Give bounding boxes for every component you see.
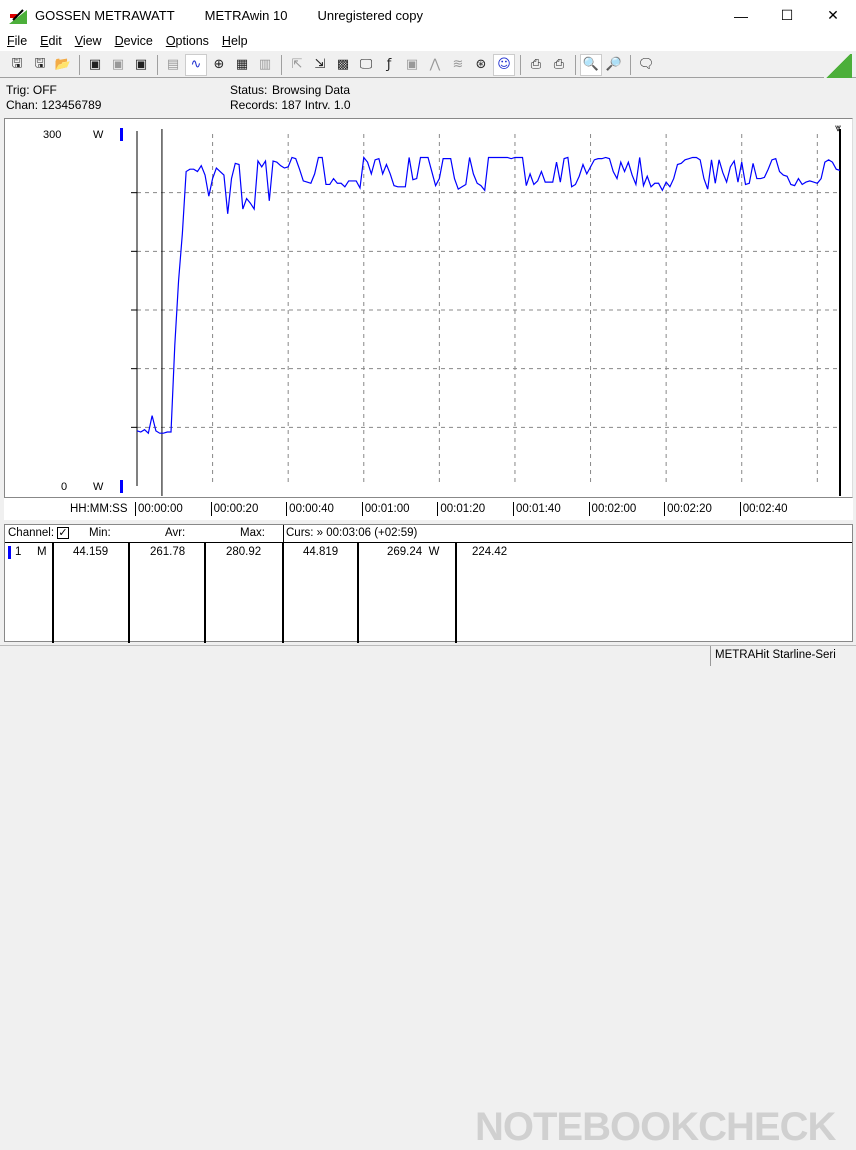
app-logo-icon	[9, 8, 27, 24]
x-tick-label: 00:00:00	[135, 502, 183, 516]
channel-mode: M	[37, 546, 47, 558]
x-tick-label: 00:01:40	[512, 502, 561, 516]
series-line	[136, 155, 841, 435]
toolbar-separator	[79, 54, 80, 75]
toolbar-separator	[281, 54, 282, 75]
license-title: Unregistered copy	[317, 8, 423, 23]
x-axis-label: HH:MM:SS	[70, 503, 128, 515]
power-chart[interactable]: ⩔ 300 W 0 W	[5, 119, 854, 499]
channel-checkbox[interactable]: ✓	[57, 527, 69, 539]
avr-value: 261.78	[150, 546, 186, 558]
channel-scale-marker	[120, 128, 123, 141]
table-icon[interactable]: ▦	[235, 57, 249, 72]
min-header: Min:	[89, 527, 111, 539]
device-read-icon[interactable]: ▣	[88, 57, 102, 72]
x-axis: HH:MM:SS 00:00:00 00:00:20 00:00:40 00:01:00…	[4, 498, 853, 520]
maximize-button[interactable]: ☐	[780, 7, 794, 23]
cursor-header: Curs: » 00:03:06 (+02:59)	[286, 527, 418, 539]
trigger-icon[interactable]: ⋀	[429, 57, 441, 72]
chart-panel[interactable]: ⩔ 300 W 0 W	[4, 118, 853, 498]
monitor-icon[interactable]: 🖵	[359, 57, 373, 72]
channel-color-marker	[8, 546, 11, 559]
cursor-marker: ⩔	[835, 122, 841, 134]
y-unit-label: W	[93, 129, 104, 141]
zoom-in-icon[interactable]: 🔍	[580, 53, 602, 76]
toolbar-separator	[575, 54, 576, 75]
difference-value: 224.42	[472, 546, 508, 558]
channel-list: Chan: 123456789	[6, 98, 102, 112]
device-icon[interactable]: ▣	[405, 57, 419, 72]
x-tick-label: 00:02:40	[739, 502, 787, 516]
comment-icon[interactable]: 🗨	[637, 57, 655, 72]
trigger-status: Trig: OFF	[6, 83, 57, 97]
x-tick-label: 00:00:40	[286, 502, 334, 516]
menu-view[interactable]: View	[74, 34, 102, 48]
max-header: Max:	[240, 527, 265, 539]
cursor1-value: 44.819	[303, 546, 339, 558]
menu-bar: File Edit View Device Options Help	[0, 31, 856, 51]
import-icon[interactable]: ⇲	[314, 57, 326, 72]
save-as-icon[interactable]: 🖫	[34, 55, 46, 71]
title-bar: GOSSEN METRAWATT METRAwin 10 Unregistere…	[0, 0, 856, 31]
status-flag-icon	[824, 54, 852, 78]
x-tick-label: 00:01:00	[361, 502, 410, 516]
close-button[interactable]: ✕	[827, 7, 839, 23]
channel-header: Channel:	[8, 527, 55, 539]
crosshair-icon[interactable]: ⊕	[213, 57, 225, 72]
menu-options[interactable]: Options	[165, 34, 209, 48]
print-preview-icon[interactable]: ⎙	[553, 57, 565, 72]
y-unit-label: W	[93, 481, 104, 493]
records-info: Records: 187 Intrv. 1.0	[230, 98, 351, 112]
x-tick-label: 00:02:20	[664, 502, 712, 516]
toolbar-separator	[630, 54, 631, 75]
cursor2-value: 269.24 W	[387, 546, 440, 558]
toolbar-separator	[520, 54, 521, 75]
channel-number: 1	[15, 546, 22, 558]
minimize-button[interactable]: —	[734, 7, 748, 24]
x-tick-label: 00:02:00	[588, 502, 636, 516]
zoom-wave-icon[interactable]: ⊛	[475, 57, 487, 72]
menu-help[interactable]: Help	[221, 34, 248, 48]
logger-icon[interactable]: ▩	[336, 57, 350, 72]
zoom-out-icon[interactable]: 🔎	[605, 57, 623, 72]
toolbar: 🖫 🖫 📂 ▣ ▣ ▣ ▤ ∿ ⊕ ▦ ▥ ⇱ ⇲ ▩ 🖵 ƒ ▣ ⋀ ≋ ⊛ ☺ ⎙ ⎙ 🔍 🔎 🗨	[0, 52, 856, 78]
export-icon[interactable]: ⇱	[291, 57, 303, 72]
y-tick-label: 0	[61, 481, 67, 493]
bar-chart-icon[interactable]: ▥	[258, 57, 272, 72]
open-folder-icon[interactable]: 📂	[54, 57, 72, 72]
device-transfer-icon[interactable]: ▣	[111, 57, 125, 72]
watermark: NOTEBOOKCHECK	[475, 1105, 836, 1149]
min-value: 44.159	[73, 546, 109, 558]
signal-icon[interactable]: ≋	[452, 57, 464, 72]
menu-edit[interactable]: Edit	[40, 34, 62, 48]
status-value: Browsing Data	[272, 83, 351, 97]
max-value: 280.92	[226, 546, 262, 558]
toolbar-separator	[157, 54, 158, 75]
status-label: Status:	[230, 83, 268, 97]
smiley-icon[interactable]: ☺	[493, 53, 515, 76]
avr-header: Avr:	[165, 527, 186, 539]
app-title: METRAwin 10	[204, 8, 288, 23]
channel-scale-marker	[120, 480, 123, 493]
waveform-icon[interactable]: ∿	[185, 53, 207, 76]
status-bar: METRAHit Starline-Seri	[0, 645, 856, 666]
save-icon[interactable]: 🖫	[11, 55, 23, 71]
menu-device[interactable]: Device	[114, 34, 153, 48]
function-icon[interactable]: ƒ	[386, 57, 392, 72]
keypad-icon[interactable]: ▤	[166, 57, 180, 72]
print-icon[interactable]: ⎙	[530, 57, 542, 72]
memory-read-icon[interactable]: ▣	[134, 57, 148, 72]
x-tick-label: 00:01:20	[437, 502, 485, 516]
y-tick-label: 300	[43, 129, 61, 141]
x-tick-label: 00:00:20	[210, 502, 258, 516]
brand-title: GOSSEN METRAWATT	[35, 8, 175, 23]
menu-file[interactable]: File	[7, 34, 28, 48]
measurement-table: Channel: ✓ Min: Avr: Max: Curs: » 00:03:…	[4, 524, 853, 1149]
info-panel: Trig: OFF Chan: 123456789 Status: Browsi…	[0, 80, 856, 114]
device-name: METRAHit Starline-Seri	[710, 646, 840, 666]
